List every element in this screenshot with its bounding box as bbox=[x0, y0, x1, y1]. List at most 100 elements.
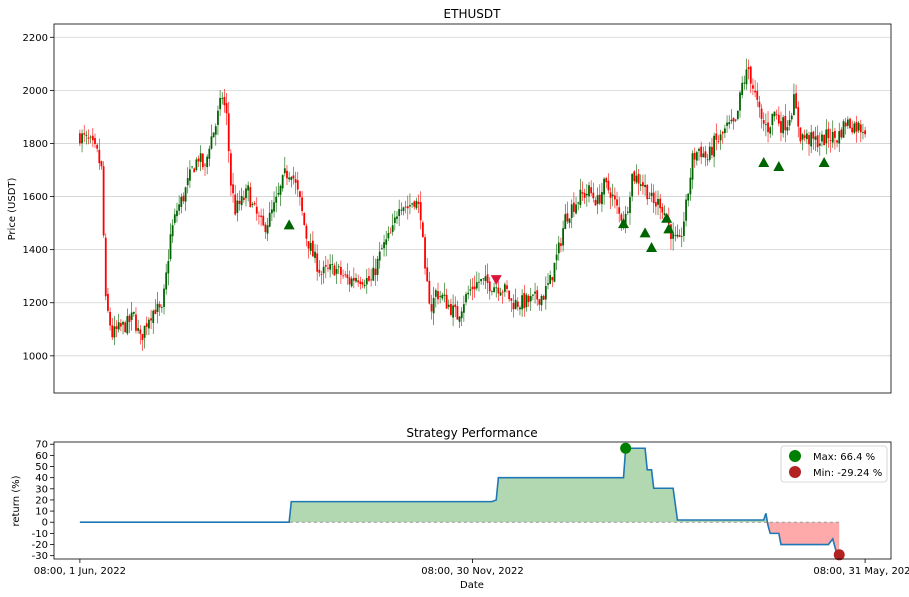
candle-body bbox=[197, 158, 200, 162]
candle-body bbox=[801, 134, 804, 140]
candle-body bbox=[176, 210, 178, 217]
candle-body bbox=[314, 251, 316, 259]
positive-return-fill bbox=[79, 448, 840, 523]
candle-body bbox=[650, 192, 653, 196]
candle-body bbox=[89, 136, 92, 138]
candle-body bbox=[165, 272, 168, 290]
candle-body bbox=[601, 192, 603, 205]
price-y-tick-label: 1400 bbox=[23, 245, 48, 256]
candle-body bbox=[264, 224, 267, 233]
candle-body bbox=[465, 293, 467, 303]
candle-body bbox=[484, 276, 487, 282]
candle-body bbox=[333, 265, 336, 276]
candle-body bbox=[81, 133, 83, 144]
candle-body bbox=[674, 235, 677, 236]
candle-body bbox=[598, 194, 601, 204]
candle-body bbox=[117, 322, 120, 330]
performance-y-tick-label: -30 bbox=[32, 551, 48, 562]
max-return-marker bbox=[620, 442, 632, 454]
candle-body bbox=[849, 118, 851, 129]
candle-body bbox=[232, 184, 234, 194]
candle-body bbox=[741, 82, 744, 96]
candle-body bbox=[557, 242, 560, 254]
candle-body bbox=[542, 295, 545, 300]
performance-x-axis-label: Date bbox=[460, 580, 484, 591]
candle-body bbox=[411, 203, 413, 205]
candle-body bbox=[253, 203, 256, 205]
price-y-tick-label: 1600 bbox=[23, 192, 48, 203]
candle-body bbox=[767, 122, 769, 133]
candle-body bbox=[214, 126, 217, 135]
candle-body bbox=[629, 197, 631, 214]
candle-body bbox=[137, 328, 140, 331]
candle-body bbox=[572, 202, 575, 212]
candle-body bbox=[661, 206, 664, 213]
candle-body bbox=[454, 304, 457, 308]
candle-body bbox=[456, 306, 459, 320]
candle-body bbox=[771, 113, 774, 126]
candle-body bbox=[219, 98, 222, 110]
candle-body bbox=[736, 110, 739, 119]
candle-body bbox=[460, 311, 463, 319]
candle-body bbox=[152, 310, 155, 323]
candle-body bbox=[171, 225, 174, 237]
candle-body bbox=[620, 214, 623, 221]
candle-body bbox=[775, 114, 778, 116]
candle-body bbox=[603, 178, 605, 195]
candle-body bbox=[642, 182, 644, 187]
candle-body bbox=[311, 240, 314, 257]
candle-body bbox=[471, 286, 474, 290]
candle-body bbox=[512, 302, 515, 310]
candle-body bbox=[327, 267, 329, 269]
candle-body bbox=[506, 285, 508, 289]
candle-body bbox=[814, 136, 817, 140]
candle-body bbox=[719, 134, 722, 141]
candle-body bbox=[532, 294, 534, 296]
candle-body bbox=[340, 266, 342, 275]
candle-body bbox=[607, 180, 610, 191]
candle-body bbox=[320, 273, 323, 275]
candle-body bbox=[635, 175, 638, 183]
candle-body bbox=[109, 311, 111, 326]
candle-body bbox=[840, 129, 843, 138]
candle-body bbox=[178, 204, 181, 211]
candle-body bbox=[130, 312, 133, 320]
candle-body bbox=[853, 123, 856, 133]
candle-body bbox=[98, 149, 101, 164]
candle-body bbox=[186, 178, 189, 186]
candle-body bbox=[398, 209, 401, 217]
candle-body bbox=[726, 122, 728, 126]
price-y-tick-label: 1800 bbox=[23, 139, 48, 150]
candle-body bbox=[758, 101, 761, 108]
candle-body bbox=[713, 135, 716, 157]
candle-body bbox=[536, 290, 539, 300]
candle-body bbox=[855, 122, 858, 132]
candle-body bbox=[126, 316, 129, 334]
candle-body bbox=[240, 195, 243, 206]
candle-body bbox=[864, 130, 867, 135]
candle-body bbox=[404, 206, 407, 208]
candle-body bbox=[184, 187, 187, 202]
candle-body bbox=[324, 265, 327, 267]
candle-body bbox=[555, 254, 558, 261]
candle-body bbox=[283, 168, 286, 174]
buy-signal-marker bbox=[773, 161, 785, 172]
candle-body bbox=[376, 258, 379, 275]
candle-body bbox=[683, 221, 685, 236]
candle-body bbox=[400, 209, 403, 211]
candle-body bbox=[223, 96, 226, 106]
candle-body bbox=[497, 287, 500, 294]
candle-body bbox=[180, 196, 183, 207]
candle-body bbox=[296, 180, 299, 190]
candle-body bbox=[575, 204, 577, 214]
candle-body bbox=[590, 187, 593, 194]
candle-body bbox=[678, 235, 681, 237]
candle-body bbox=[782, 117, 785, 134]
candle-body bbox=[495, 287, 498, 289]
candle-body bbox=[426, 267, 429, 282]
candle-body bbox=[135, 314, 137, 331]
candle-body bbox=[428, 280, 431, 304]
candle-body bbox=[514, 299, 517, 309]
legend-max-label: Max: 66.4 % bbox=[813, 452, 875, 463]
candle-body bbox=[281, 175, 284, 189]
